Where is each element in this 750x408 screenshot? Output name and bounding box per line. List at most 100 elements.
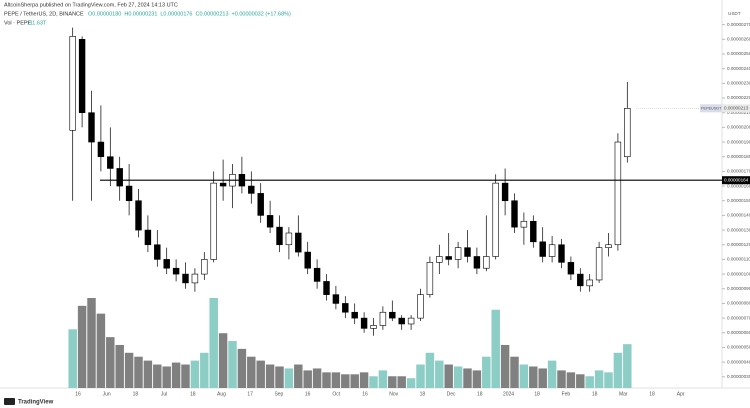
y-tick-label: 0.00000090: [727, 286, 750, 291]
y-tick-label: 0.00000040: [727, 359, 750, 364]
x-tick-label: Sep: [274, 391, 283, 397]
y-tick-label: 0.00000100: [727, 271, 750, 276]
volume-bar: [106, 337, 115, 388]
candle-body: [342, 303, 349, 313]
y-tick-label: 0.00000120: [727, 242, 750, 247]
volume-bar: [294, 364, 303, 388]
volume-bar: [247, 356, 256, 388]
y-tick-label: 0.00000110: [727, 257, 750, 262]
volume-label: Vol · PEPE: [4, 20, 32, 26]
volume-bar: [275, 366, 284, 388]
volume-bar: [585, 376, 594, 388]
candle-body: [558, 244, 565, 263]
level-tag: [722, 176, 750, 185]
y-tick-label: 0.00000270: [727, 22, 750, 27]
candle-body: [454, 247, 462, 260]
x-tick-label: 16: [362, 391, 368, 397]
candle-body: [248, 185, 255, 194]
candle-body: [88, 112, 95, 143]
candle-body: [285, 232, 293, 246]
volume-bar: [613, 352, 623, 388]
volume-bar: [153, 364, 162, 388]
volume-bar: [472, 370, 482, 388]
volume-bar: [482, 356, 491, 388]
volume-bar: [143, 360, 153, 388]
volume-bar: [265, 364, 275, 388]
volume-bar: [369, 376, 378, 388]
logo: TradingView: [18, 400, 54, 406]
x-tick-label: 18: [133, 391, 139, 397]
x-tick-label: 18: [534, 391, 540, 397]
volume-bar: [463, 368, 472, 388]
price-tag: [722, 104, 750, 113]
volume-bar: [312, 368, 322, 388]
volume-bar: [303, 370, 312, 388]
candle-body: [191, 273, 199, 284]
symbol: PEPE / TetherUS, 2D, BINANCE: [4, 11, 84, 17]
volume-bar: [284, 368, 294, 388]
candle-body: [219, 182, 227, 187]
y-tick-label: 0.00000060: [727, 330, 750, 335]
candle-body: [172, 267, 180, 275]
volume-bar: [359, 372, 369, 388]
candle-body: [624, 108, 631, 158]
volume-bar: [557, 370, 566, 388]
candle-body: [426, 262, 434, 295]
volume-bar: [341, 374, 350, 388]
volume-bar: [237, 348, 247, 388]
candle-body: [107, 156, 114, 169]
volume-bar: [209, 298, 218, 388]
x-tick-label: 18: [592, 391, 598, 397]
y-tick-label: 0.00000230: [727, 81, 750, 86]
y-tick-label: 0.00000160: [727, 183, 750, 188]
volume-bar: [68, 329, 77, 388]
volume-bar: [322, 372, 331, 388]
volume-bar: [228, 341, 237, 388]
volume-bar: [162, 366, 171, 388]
x-tick-label: Mar: [619, 391, 628, 397]
volume-value: 111.63T: [27, 20, 47, 26]
currency: USDT: [728, 11, 741, 16]
candle-body: [304, 251, 311, 269]
x-tick-label: 18: [420, 391, 426, 397]
volume-bar: [435, 360, 444, 388]
candle-body: [379, 311, 387, 326]
candle-body: [135, 200, 142, 231]
volume-bar: [519, 364, 529, 388]
candle-body: [577, 273, 584, 287]
volume-bar: [491, 309, 500, 388]
candle-body: [417, 294, 424, 319]
y-tick-label: 0.00000220: [727, 95, 750, 100]
y-tick-label: 0.00000080: [727, 301, 750, 306]
candle-body: [154, 244, 161, 260]
candle-body: [539, 241, 546, 257]
volume-bar: [425, 352, 435, 388]
y-tick-label: 0.00000170: [727, 169, 750, 174]
y-tick-label: 0.00000240: [727, 66, 750, 71]
volume-bar: [124, 352, 134, 388]
candle-body: [78, 39, 86, 114]
candle-body: [163, 259, 170, 269]
candle-body: [144, 229, 152, 246]
volume-bar: [87, 298, 96, 388]
candle-body: [436, 256, 443, 263]
volume-bar: [134, 356, 143, 388]
ohlc-value: H0.00000231: [124, 11, 157, 17]
logo-icon: [4, 398, 15, 405]
candle-body: [116, 168, 123, 187]
candle-body: [492, 182, 499, 257]
y-tick-label: 0.00000200: [727, 125, 750, 130]
y-tick-label: 0.00000210: [727, 110, 750, 115]
volume-bar: [190, 360, 200, 388]
candle-body: [548, 244, 556, 257]
x-tick-label: Jun: [103, 391, 111, 397]
y-tick-label: 0.00000030: [727, 374, 750, 379]
volume-bar: [218, 333, 228, 388]
candle-body: [97, 141, 105, 158]
symbol-tag: [700, 104, 722, 113]
ohlc-value: O0.00000180: [88, 11, 121, 17]
candle-body: [567, 262, 575, 275]
x-tick-label: Aug: [217, 391, 226, 397]
volume-bar: [171, 362, 181, 388]
candle-body: [351, 311, 358, 319]
